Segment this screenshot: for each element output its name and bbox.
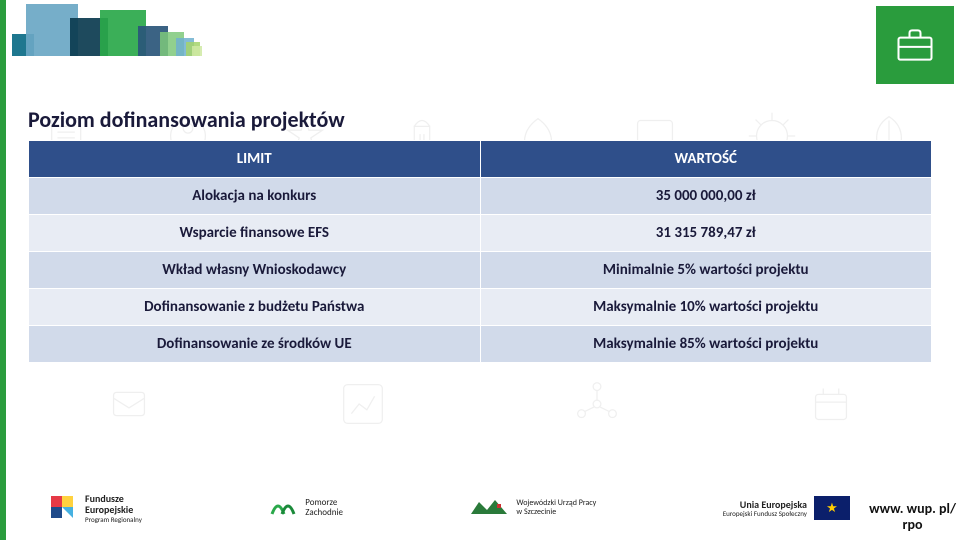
logo-text: Program Regionalny: [85, 516, 142, 524]
logo-text: Zachodnie: [305, 508, 343, 518]
cell-value: Minimalnie 5% wartości projektu: [480, 252, 932, 289]
table-row: Alokacja na konkurs 35 000 000,00 zł: [29, 178, 932, 215]
logo-text: w Szczecinie: [516, 508, 596, 517]
logo-text: Europejski Fundusz Społeczny: [723, 510, 807, 518]
cell-value: Maksymalnie 10% wartości projektu: [480, 289, 932, 326]
footer-logos: Fundusze Europejskie Program Regionalny …: [48, 493, 850, 524]
briefcase-icon: [876, 6, 954, 84]
logo-fundusze-europejskie: Fundusze Europejskie Program Regionalny: [48, 493, 142, 524]
table-row: Dofinansowanie ze środków UE Maksymalnie…: [29, 326, 932, 363]
decorative-square: [192, 46, 202, 56]
header-decorative-squares: [12, 0, 202, 56]
logo-wup-szczecin: Wojewódzki Urząd Pracy w Szczecinie: [469, 496, 596, 520]
footer-url: www. wup. pl/ rpo: [869, 501, 956, 532]
table-row: Dofinansowanie z budżetu Państwa Maksyma…: [29, 289, 932, 326]
cell-limit: Wkład własny Wnioskodawcy: [29, 252, 481, 289]
cell-limit: Alokacja na konkurs: [29, 178, 481, 215]
logo-unia-europejska: Unia Europejska Europejski Fundusz Społe…: [723, 496, 850, 520]
cell-limit: Wsparcie finansowe EFS: [29, 215, 481, 252]
col-header-value: WARTOŚĆ: [480, 141, 932, 178]
cell-value: Maksymalnie 85% wartości projektu: [480, 326, 932, 363]
funding-table: LIMIT WARTOŚĆ Alokacja na konkurs 35 000…: [28, 140, 932, 363]
cell-value: 31 315 789,47 zł: [480, 215, 932, 252]
cell-limit: Dofinansowanie ze środków UE: [29, 326, 481, 363]
table-row: Wkład własny Wnioskodawcy Minimalnie 5% …: [29, 252, 932, 289]
cell-limit: Dofinansowanie z budżetu Państwa: [29, 289, 481, 326]
side-accent-stripe: [0, 0, 6, 540]
url-line: rpo: [903, 516, 923, 533]
eu-flag-icon: ★: [814, 496, 850, 520]
page-title: Poziom dofinansowania projektów: [28, 106, 345, 133]
col-header-limit: LIMIT: [29, 141, 481, 178]
table-row: Wsparcie finansowe EFS 31 315 789,47 zł: [29, 215, 932, 252]
cell-value: 35 000 000,00 zł: [480, 178, 932, 215]
logo-pomorze-zachodnie: Pomorze Zachodnie: [268, 494, 343, 522]
